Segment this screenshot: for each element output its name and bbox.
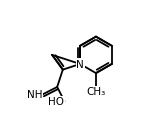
Text: HO: HO [48, 96, 64, 106]
Text: CH₃: CH₃ [86, 87, 106, 97]
Text: NH: NH [27, 89, 43, 99]
Text: N: N [76, 59, 84, 69]
Text: N: N [76, 59, 84, 69]
